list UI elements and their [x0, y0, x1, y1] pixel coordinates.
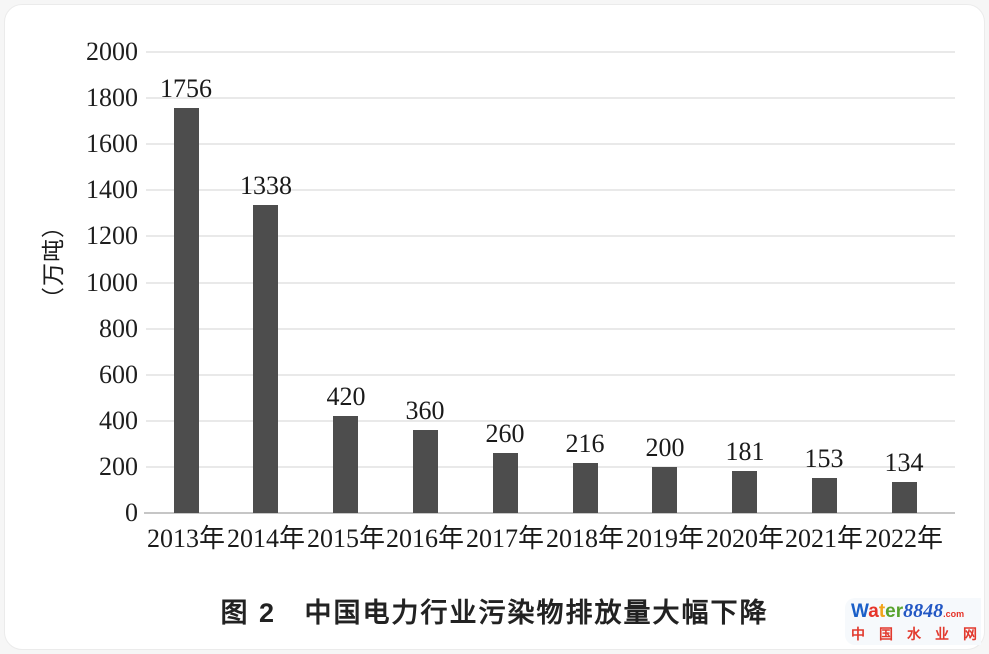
x-tick-label: 2014年	[226, 524, 305, 553]
y-tick-label: 2000	[86, 37, 138, 66]
bar-2019年	[652, 467, 677, 513]
bar-2022年	[892, 482, 917, 513]
bar-2020年	[732, 471, 757, 513]
y-tick-label: 200	[99, 452, 138, 481]
bar-value-label: 153	[804, 444, 844, 473]
bar-value-label: 360	[405, 396, 445, 425]
x-tick-label: 2017年	[465, 524, 544, 553]
y-tick-label: 600	[99, 360, 138, 389]
bar-value-label: 134	[884, 448, 924, 477]
bar-value-label: 200	[645, 433, 685, 462]
watermark-letter: W	[851, 601, 869, 622]
y-tick-label: 1400	[86, 175, 138, 204]
x-tick-label: 2016年	[385, 524, 464, 553]
watermark-brand-tld: .com	[943, 609, 965, 619]
watermark-tagline-char: 水	[907, 626, 921, 642]
bar-2015年	[333, 416, 358, 513]
watermark-tagline-char: 国	[879, 626, 893, 642]
bar-value-label: 260	[485, 419, 525, 448]
y-tick-label: 400	[99, 406, 138, 435]
bar-2013年	[174, 108, 199, 513]
x-tick-label: 2013年	[146, 524, 225, 553]
bar-2014年	[253, 205, 278, 513]
gridline-y1800	[146, 97, 955, 99]
bar-value-label: 216	[565, 429, 605, 458]
bar-2021年	[812, 478, 837, 513]
y-tick-label: 1800	[86, 83, 138, 112]
watermark-letter: a	[868, 601, 879, 622]
gridline-y1000	[146, 282, 955, 284]
gridline-y200	[146, 466, 955, 468]
gridline-y1400	[146, 189, 955, 191]
chart-card-background	[4, 4, 985, 650]
watermark-letter: r	[895, 601, 904, 622]
watermark-brand-name: Water	[851, 601, 903, 622]
gridline-y1200	[146, 235, 955, 237]
y-tick-label: 0	[125, 498, 138, 527]
chart-title: 图 2 中国电力行业污染物排放量大幅下降	[220, 598, 769, 628]
watermark-brand-number: 8848	[903, 600, 944, 622]
bar-value-label: 181	[725, 437, 765, 466]
y-tick-label: 800	[99, 314, 138, 343]
watermark-tagline-char: 网	[963, 626, 977, 642]
watermark-letter: t	[878, 601, 886, 622]
x-tick-label: 2019年	[625, 524, 704, 553]
gridline-y800	[146, 328, 955, 330]
x-tick-label: 2021年	[784, 524, 863, 553]
bar-value-label: 420	[326, 382, 366, 411]
gridline-y600	[146, 374, 955, 376]
bar-2017年	[493, 453, 518, 513]
watermark-tagline-char: 业	[935, 626, 949, 642]
y-tick-label: 1000	[86, 268, 138, 297]
y-tick-label: 1200	[86, 221, 138, 250]
y-axis-title: （万吨）	[41, 214, 66, 310]
watermark-brand: Water8848.com	[851, 600, 977, 624]
watermark-tagline-char: 中	[851, 626, 865, 642]
watermark-logo: Water8848.com 中国水业网	[845, 598, 981, 645]
x-tick-label: 2020年	[705, 524, 784, 553]
bar-value-label: 1756	[160, 74, 212, 103]
bar-2018年	[573, 463, 598, 513]
gridline-y2000	[146, 51, 955, 53]
bar-value-label: 1338	[240, 171, 292, 200]
gridline-y1600	[146, 143, 955, 145]
bar-2016年	[413, 430, 438, 513]
y-tick-label: 1600	[86, 129, 138, 158]
watermark-tagline: 中国水业网	[851, 627, 977, 642]
x-tick-label: 2015年	[306, 524, 385, 553]
watermark-letter: e	[885, 601, 896, 622]
x-axis-line	[144, 512, 955, 514]
x-tick-label: 2018年	[545, 524, 624, 553]
x-tick-label: 2022年	[864, 524, 943, 553]
gridline-y400	[146, 420, 955, 422]
